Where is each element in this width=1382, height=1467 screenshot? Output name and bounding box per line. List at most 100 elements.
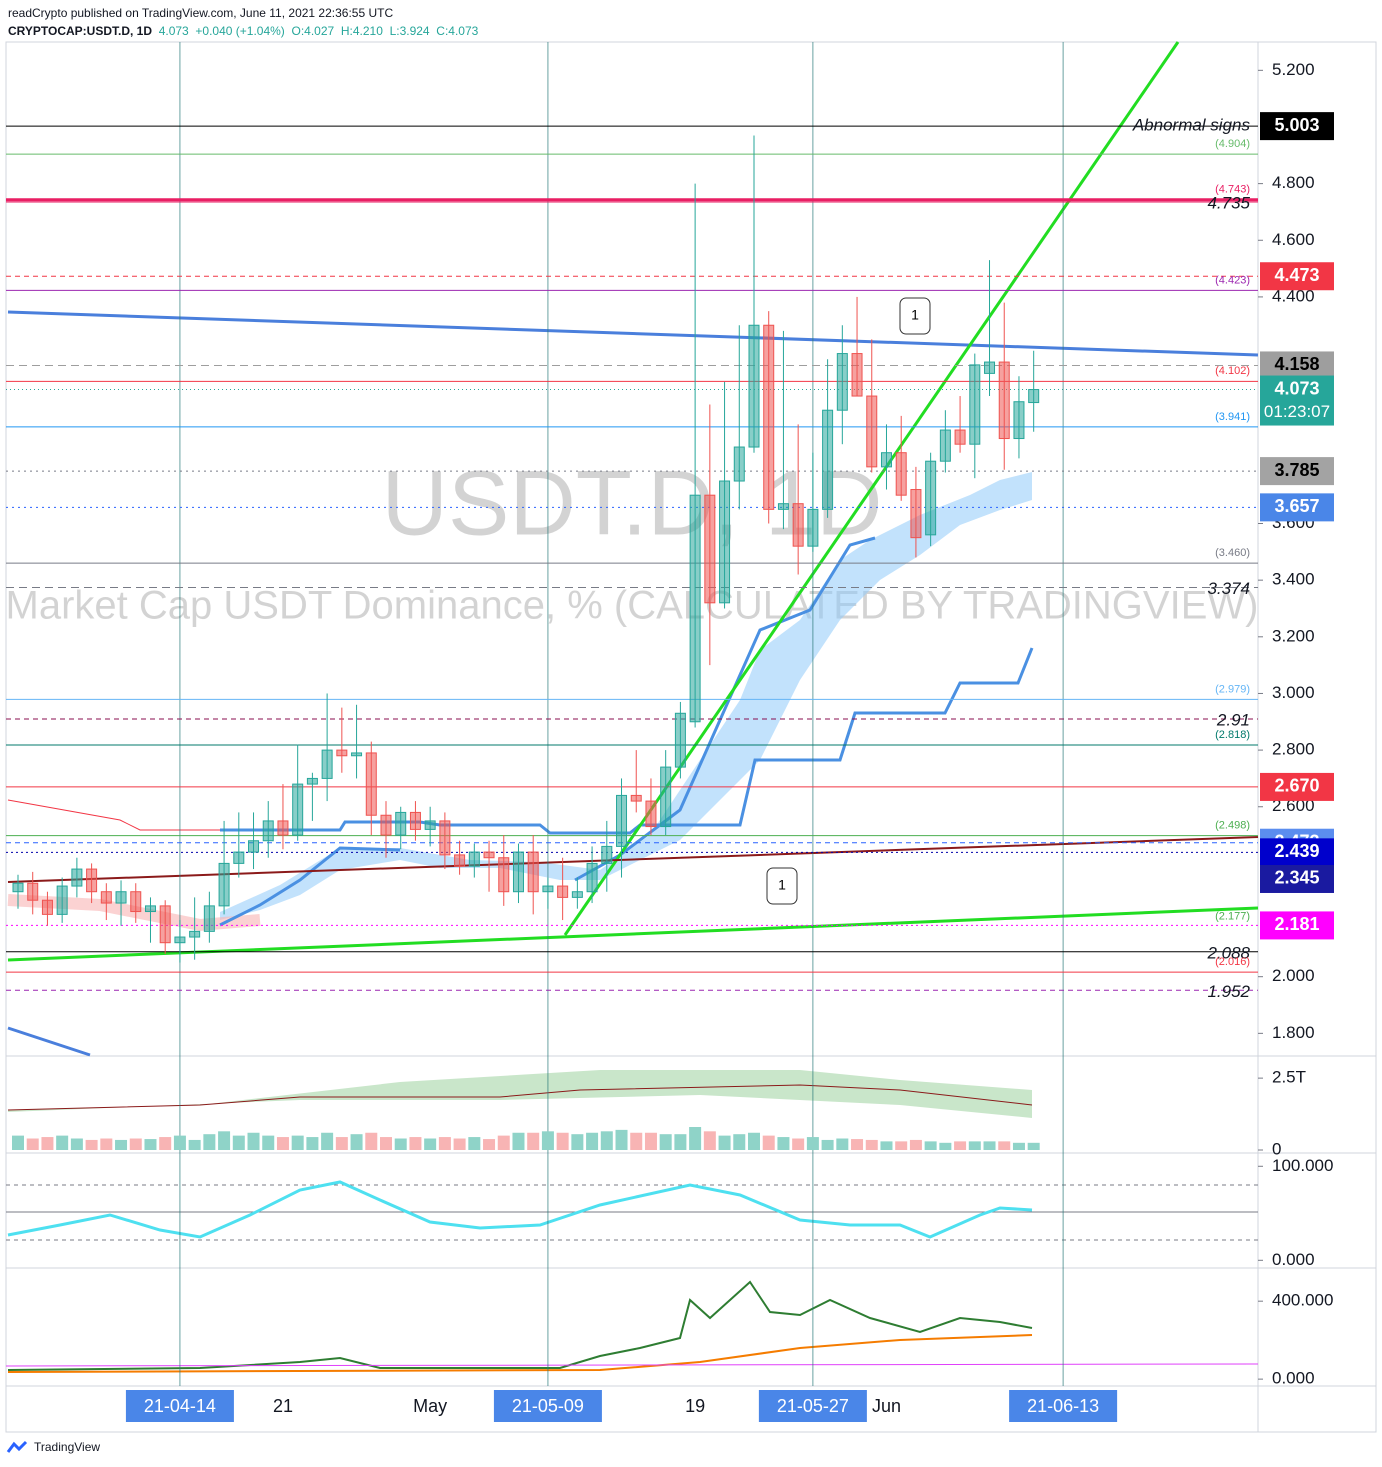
y-tick-label: 3.000 [1272,683,1315,702]
volume-bar [276,1137,289,1150]
candle-body [144,905,156,913]
volume-bar [630,1132,643,1150]
candle-body [763,324,775,510]
candle-body [836,353,848,411]
candle-body [336,749,348,757]
volume-bar [733,1134,746,1150]
candle-body [1013,401,1025,440]
volume-bar [556,1132,569,1150]
level-label: 2.91 [1216,710,1250,729]
candle-body [645,800,657,828]
frame [5,41,1377,1433]
candle-body [939,429,951,462]
volume-bar [615,1129,628,1150]
volume-bar [880,1141,893,1150]
level-note: Abnormal signs [1132,116,1251,135]
y-tick-label: 400.000 [1272,1291,1333,1310]
y-tick-label: 4.400 [1272,286,1315,305]
volume-bar [335,1137,348,1150]
candle-body [498,857,510,893]
volume-bar [483,1139,496,1150]
y-tick-label: 100.000 [1272,1156,1333,1175]
volume-bar [453,1138,466,1150]
volume-bar [291,1135,304,1150]
close: C:4.073 [436,24,479,38]
candle-body [100,891,112,904]
candle-body [380,814,392,836]
candle-body [630,794,642,802]
candle-body [12,882,24,893]
level-label: (2.979) [1215,683,1250,695]
candle-body [660,766,672,828]
volume-bar [836,1138,849,1150]
volume-bar [527,1132,540,1150]
volume-bar [129,1138,142,1150]
volume-bar [70,1138,83,1150]
volume-bar [262,1135,275,1150]
volume-bar [247,1132,260,1150]
level-label: (4.743) [1215,184,1250,196]
volume-bar [380,1137,392,1150]
x-tick-label: Jun [872,1396,901,1416]
volume-bar [115,1139,128,1150]
volume-bar [644,1132,657,1150]
volume-bar [159,1137,172,1150]
volume-bar [851,1139,864,1150]
y-tick-label: 2.600 [1272,796,1315,815]
volume-bar [438,1137,451,1150]
volume-bar [26,1138,39,1150]
change: +0.040 (+1.04%) [195,24,285,38]
price-badge-label: 2.181 [1274,914,1319,934]
callout-text: 1 [778,877,786,893]
price-badge [1260,911,1334,940]
price-badge [1260,262,1334,291]
logo [6,1440,28,1453]
volume-bar [512,1132,525,1150]
volume-bar [203,1134,216,1150]
volume-bar [468,1137,481,1150]
x-tick-label: May [413,1396,447,1416]
price-badge-label: 3.785 [1274,460,1319,480]
high: H:4.210 [340,24,383,38]
candle-body [910,489,922,539]
candle-body [866,395,878,468]
indicator-band [8,1070,1032,1118]
candle-body [777,503,789,510]
candle-body [351,752,363,757]
volume-bar [806,1137,819,1150]
candle-body [969,364,981,445]
candle-body [571,891,583,898]
volume-bar [41,1137,54,1150]
volume-bar [409,1137,422,1150]
candle-body [130,891,142,913]
oscillator [7,1180,1033,1239]
candle-body [998,361,1010,440]
candle-body [512,851,524,893]
level-label: (2.498) [1215,820,1250,832]
volume-bar [541,1131,554,1150]
candle-body [1028,389,1040,404]
volume-bar [1027,1142,1040,1150]
volume-bar [1012,1142,1025,1150]
trend-line [7,310,1259,357]
volume-bar [144,1139,157,1150]
candle-body [203,905,215,932]
volume-bar [56,1135,69,1150]
candle-body [174,936,186,944]
y-tick-label: 4.600 [1272,230,1315,249]
level-label: 2.088 [1206,943,1250,962]
level-label: (4.423) [1215,274,1250,286]
volume-bar [394,1138,407,1150]
x-tick-label: 21-04-14 [144,1396,216,1416]
candle-body [454,854,466,867]
volume-bar [571,1134,584,1150]
price-badge-label: 2.439 [1274,841,1319,861]
volume-bar [365,1132,378,1150]
candle-body [233,851,245,864]
candle-body [86,868,98,893]
level-label: 3.374 [1207,579,1250,598]
footer: TradingView [34,1440,101,1454]
candle-body [719,480,731,604]
level-label: (2.177) [1215,910,1250,922]
